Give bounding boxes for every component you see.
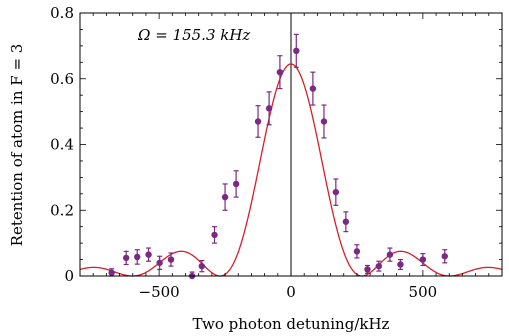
data-marker bbox=[145, 251, 151, 257]
data-marker bbox=[310, 85, 316, 91]
data-marker bbox=[134, 254, 140, 260]
data-marker bbox=[168, 256, 174, 262]
data-marker bbox=[233, 181, 239, 187]
data-marker bbox=[108, 270, 114, 276]
data-marker bbox=[354, 248, 360, 254]
y-tick-label: 0.4 bbox=[50, 136, 74, 154]
y-axis-label: Retention of atom in F = 3 bbox=[8, 44, 26, 247]
y-tick-label: 0.2 bbox=[50, 201, 74, 219]
data-marker bbox=[364, 266, 370, 272]
data-marker bbox=[442, 253, 448, 259]
parameter-annotation: Ω = 155.3 kHz bbox=[137, 26, 250, 44]
data-marker bbox=[420, 256, 426, 262]
data-marker bbox=[397, 261, 403, 267]
x-tick-label: 0 bbox=[286, 283, 296, 301]
data-marker bbox=[277, 69, 283, 75]
data-marker bbox=[376, 263, 382, 269]
data-marker bbox=[156, 260, 162, 266]
x-tick-label: −500 bbox=[139, 283, 180, 301]
data-marker bbox=[123, 255, 129, 261]
data-marker bbox=[333, 189, 339, 195]
data-marker bbox=[222, 194, 228, 200]
data-marker bbox=[293, 48, 299, 54]
data-marker bbox=[199, 263, 205, 269]
data-marker bbox=[211, 232, 217, 238]
data-marker bbox=[343, 219, 349, 225]
data-marker bbox=[255, 118, 261, 124]
y-tick-label: 0.8 bbox=[50, 4, 74, 22]
x-axis-label: Two photon detuning/kHz bbox=[193, 315, 390, 333]
data-marker bbox=[387, 251, 393, 257]
y-tick-label: 0.6 bbox=[50, 70, 74, 88]
y-tick-label: 0 bbox=[64, 267, 74, 285]
x-tick-label: 500 bbox=[409, 283, 438, 301]
data-marker bbox=[321, 118, 327, 124]
data-marker bbox=[266, 105, 272, 111]
